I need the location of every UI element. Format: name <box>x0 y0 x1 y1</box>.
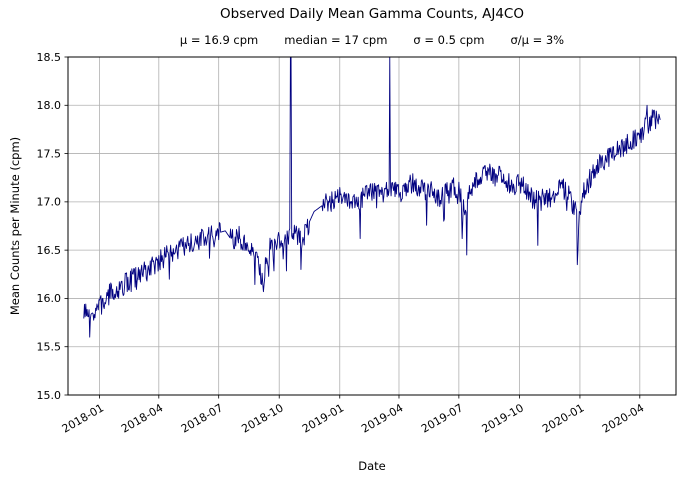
data-series-line <box>83 56 661 338</box>
y-tick-label: 18.5 <box>37 51 62 64</box>
x-tick-label: 2018-01 <box>60 401 106 435</box>
x-tick-label: 2019-10 <box>480 401 526 435</box>
x-axis-label: Date <box>358 459 386 473</box>
stat-median: median = 17 cpm <box>284 33 388 47</box>
x-tick-label: 2019-07 <box>419 401 465 435</box>
y-tick-label: 15.0 <box>37 389 62 402</box>
stat-mu: μ = 16.9 cpm <box>179 33 259 47</box>
x-tick-label: 2018-04 <box>119 401 165 435</box>
stat-sigma-over-mu: σ/μ = 3% <box>510 33 565 47</box>
y-tick-label: 15.5 <box>37 341 62 354</box>
chart-title: Observed Daily Mean Gamma Counts, AJ4CO <box>220 6 524 22</box>
x-tick-label: 2018-07 <box>179 401 225 435</box>
x-tick-label: 2020-04 <box>600 401 646 435</box>
stat-sigma: σ = 0.5 cpm <box>413 33 485 47</box>
x-tick-label: 2020-01 <box>540 401 586 435</box>
y-tick-label: 18.0 <box>37 99 62 112</box>
plot-frame <box>67 56 677 396</box>
y-tick-label: 17.0 <box>37 196 62 209</box>
x-tick-label: 2019-01 <box>300 401 346 435</box>
y-tick-label: 16.0 <box>37 292 62 305</box>
chart-subtitle: μ = 16.9 cpm median = 17 cpm σ = 0.5 cpm… <box>180 33 564 47</box>
y-tick-label: 17.5 <box>37 147 62 160</box>
x-tick-label: 2019-04 <box>359 401 405 435</box>
x-tick-label: 2018-10 <box>239 401 285 435</box>
y-tick-label: 16.5 <box>37 244 62 257</box>
